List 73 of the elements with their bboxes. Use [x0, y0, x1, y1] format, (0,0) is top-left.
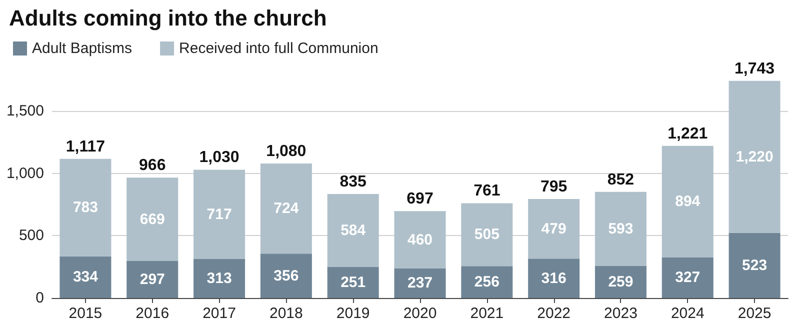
- legend-label: Adult Baptisms: [32, 40, 132, 57]
- x-tick-label: 2017: [202, 305, 236, 322]
- bar: [728, 232, 780, 298]
- data-label: 251: [340, 274, 366, 291]
- y-tick-label: 1,000: [6, 164, 44, 182]
- total-label: 1,743: [734, 60, 775, 78]
- data-label: 584: [340, 222, 366, 239]
- total-label: 852: [607, 171, 634, 188]
- y-tick-label: 1,500: [6, 102, 44, 120]
- data-label: 297: [140, 271, 165, 288]
- data-label: 523: [742, 256, 768, 274]
- data-label: 316: [541, 270, 566, 287]
- chart-title: Adults coming into the church: [9, 6, 327, 30]
- bar: [194, 259, 246, 298]
- bar: [528, 258, 580, 298]
- bar: [126, 178, 178, 261]
- bar: [260, 163, 312, 254]
- data-label: 334: [72, 268, 99, 286]
- data-label: 356: [274, 267, 299, 284]
- bar: [260, 254, 312, 298]
- data-label: 237: [407, 274, 433, 292]
- total-label: 966: [139, 157, 166, 174]
- total-label: 1,030: [199, 149, 240, 166]
- data-label: 724: [274, 200, 300, 218]
- bar: [662, 146, 714, 258]
- bar: [594, 266, 646, 298]
- data-label: 479: [541, 220, 566, 238]
- y-tick-label: 0: [36, 290, 44, 306]
- data-label: 505: [474, 226, 500, 244]
- bar: [327, 266, 379, 298]
- data-label: 894: [675, 193, 701, 210]
- bar: [461, 203, 513, 266]
- data-label: 460: [407, 231, 433, 248]
- total-label: 697: [406, 190, 434, 208]
- data-label: 1,220: [736, 148, 774, 166]
- total-label: 1,080: [266, 142, 306, 160]
- bar: [594, 192, 646, 266]
- bar: [60, 158, 112, 256]
- data-label: 256: [474, 274, 500, 291]
- x-tick-label: 2023: [604, 305, 638, 322]
- bar: [60, 256, 112, 298]
- data-label: 313: [206, 270, 232, 288]
- x-tick-label: 2022: [537, 305, 571, 322]
- data-label: 669: [140, 210, 165, 228]
- total-label: 1,221: [668, 125, 708, 142]
- data-label: 259: [608, 273, 634, 290]
- x-tick-label: 2019: [336, 305, 370, 322]
- total-label: 795: [540, 178, 568, 196]
- bar: [394, 211, 446, 268]
- data-label: 717: [206, 206, 232, 223]
- bar: [728, 80, 780, 233]
- data-label: 327: [675, 269, 700, 286]
- legend-label: Received into full Communion: [179, 40, 378, 57]
- x-tick-label: 2016: [136, 305, 170, 322]
- total-label: 1,117: [66, 138, 106, 156]
- total-label: 761: [474, 182, 500, 200]
- bar: [126, 261, 178, 298]
- x-tick-label: 2024: [670, 305, 704, 322]
- bar: [662, 257, 714, 298]
- x-tick-label: 2015: [68, 305, 102, 322]
- x-tick-label: 2018: [269, 305, 303, 322]
- x-tick-label: 2020: [403, 305, 437, 322]
- total-label: 835: [340, 173, 367, 190]
- bar: [461, 266, 513, 298]
- bar: [194, 170, 246, 260]
- bar: [394, 268, 446, 298]
- y-tick-label: 500: [18, 227, 44, 244]
- x-tick-label: 2021: [470, 305, 504, 322]
- bar: [528, 198, 580, 259]
- data-label: 593: [608, 220, 634, 238]
- bar: [327, 194, 379, 267]
- data-label: 783: [72, 199, 98, 216]
- x-tick-label: 2025: [738, 305, 772, 322]
